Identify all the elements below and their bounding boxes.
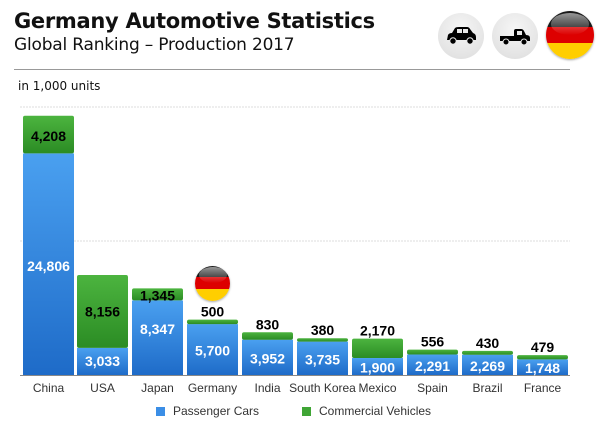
x-tick-label: Spain [417,381,448,395]
flag-stripe-gold [546,43,594,59]
bar-passenger-cars [23,153,74,375]
label-passenger-cars: 2,269 [470,358,505,374]
x-tick-label: France [524,381,562,395]
legend-passenger: Passenger Cars [156,404,259,418]
label-passenger-cars: 1,900 [360,360,395,376]
unit-note: in 1,000 units [18,79,101,93]
label-passenger-cars: 24,806 [27,258,70,274]
bar-commercial-vehicles [23,115,74,154]
germany-highlight-flag [195,265,230,301]
flag-gloss [550,12,590,35]
legend-swatch-commercial [302,406,311,416]
label-commercial-vehicles: 500 [201,304,225,320]
x-tick-label: China [33,381,65,395]
x-tick-label: Japan [141,381,174,395]
label-passenger-cars: 5,700 [195,343,230,359]
x-tick-label: South Korea [289,381,356,395]
passenger-car-icon [447,27,476,45]
x-tick-label: India [254,381,280,395]
bar-passenger-cars [407,354,458,375]
germany-flag-badge [546,11,594,59]
pickup-truck-badge [492,13,538,59]
bar-commercial-vehicles [297,338,348,342]
label-commercial-vehicles: 2,170 [360,323,395,339]
legend-label-commercial: Commercial Vehicles [319,404,432,418]
label-commercial-vehicles: 430 [476,335,500,351]
bar-commercial-vehicles [187,319,238,325]
label-passenger-cars: 3,033 [85,353,120,369]
label-commercial-vehicles: 479 [531,339,555,355]
label-commercial-vehicles: 4,208 [31,128,66,144]
x-tick-label: Germany [188,381,237,395]
label-passenger-cars: 3,735 [305,351,340,367]
bar-commercial-vehicles [407,349,458,355]
label-commercial-vehicles: 830 [256,316,280,332]
bar-passenger-cars [297,341,348,375]
bar-passenger-cars [77,347,128,375]
bar-commercial-vehicles [132,288,183,301]
label-commercial-vehicles: 8,156 [85,303,120,319]
bar-passenger-cars [352,358,403,375]
x-tick-label: Mexico [358,381,396,395]
passenger-car-badge [438,13,484,59]
label-passenger-cars: 1,748 [525,360,560,376]
bar-commercial-vehicles [77,275,128,348]
pickup-truck-icon [500,29,530,46]
label-passenger-cars: 3,952 [250,350,285,366]
label-passenger-cars: 2,291 [415,358,450,374]
chart-title: Germany Automotive Statistics [14,9,375,33]
bar-passenger-cars [187,324,238,375]
x-tick-label: Brazil [472,381,502,395]
bar-commercial-vehicles [242,332,293,340]
flag-gloss [198,267,227,283]
bar-commercial-vehicles [517,355,568,360]
bar-passenger-cars [242,339,293,375]
label-commercial-vehicles: 1,345 [140,287,175,303]
label-commercial-vehicles: 380 [311,322,335,338]
flag-stripe-gold [195,288,230,301]
x-tick-label: USA [90,381,115,395]
legend-commercial: Commercial Vehicles [302,404,431,418]
legend-label-passenger: Passenger Cars [173,404,260,418]
label-passenger-cars: 8,347 [140,321,175,337]
bar-passenger-cars [132,300,183,375]
chart-subtitle: Global Ranking – Production 2017 [14,35,295,55]
label-commercial-vehicles: 556 [421,334,445,350]
flag-stripe-red [195,277,230,289]
bar-passenger-cars [462,354,513,375]
legend-swatch-passenger [156,406,165,416]
bar-passenger-cars [517,359,568,375]
bar-commercial-vehicles [352,338,403,359]
bar-commercial-vehicles [462,350,513,355]
header-divider [14,69,570,70]
